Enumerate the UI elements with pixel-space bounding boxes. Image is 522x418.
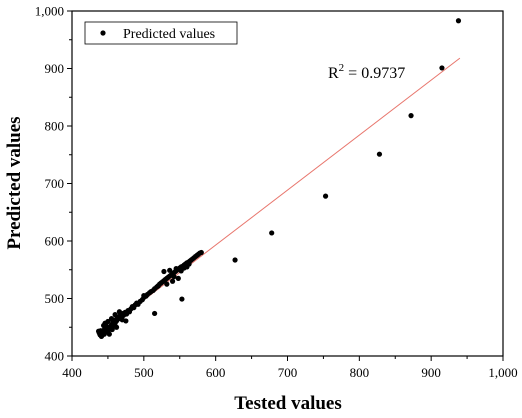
- y-tick-label: 1,000: [35, 4, 64, 19]
- data-point: [322, 193, 329, 199]
- data-point: [109, 326, 115, 333]
- data-point: [376, 151, 383, 157]
- x-tick-label: 700: [278, 365, 298, 380]
- x-tick-label: 1,000: [488, 365, 517, 380]
- data-point: [198, 249, 204, 256]
- data-point: [98, 333, 105, 340]
- data-point: [167, 267, 173, 273]
- y-tick-label: 600: [45, 234, 65, 249]
- x-tick-label: 400: [62, 365, 82, 380]
- data-point: [455, 18, 462, 24]
- y-tick-label: 900: [45, 61, 65, 76]
- data-point: [113, 324, 120, 330]
- data-point: [439, 65, 445, 71]
- data-point: [175, 275, 181, 281]
- data-point: [173, 266, 179, 272]
- x-tick-label: 800: [350, 365, 370, 380]
- data-point: [232, 257, 238, 263]
- data-point: [106, 331, 112, 337]
- data-point: [141, 293, 147, 299]
- data-point: [408, 113, 414, 119]
- y-tick-label: 700: [45, 176, 65, 191]
- y-tick-label: 400: [45, 349, 65, 364]
- data-point: [108, 316, 115, 322]
- y-tick-label: 800: [45, 119, 65, 134]
- legend-box: [84, 21, 238, 45]
- data-point: [269, 230, 275, 236]
- y-tick-label: 500: [45, 291, 65, 306]
- data-point: [103, 323, 110, 329]
- x-axis-title: Tested values: [234, 393, 342, 414]
- data-point: [171, 274, 177, 280]
- data-point: [105, 318, 111, 325]
- x-axis-ticks: 400 500 600 700 800 900 1,000: [62, 356, 518, 380]
- data-point: [152, 310, 158, 317]
- y-axis-ticks: 400 500 600 700 800 900 1,000: [35, 4, 72, 364]
- x-tick-label: 900: [421, 365, 441, 380]
- data-point: [186, 261, 192, 267]
- y-axis-title: Predicted values: [4, 116, 25, 249]
- data-point: [179, 296, 185, 302]
- fit-line: [100, 57, 461, 334]
- data-point: [112, 312, 118, 318]
- x-tick-label: 600: [206, 365, 226, 380]
- r-squared-annotation: R2 = 0.9737: [328, 62, 405, 82]
- r-squared-sup: 2: [339, 62, 345, 74]
- r-squared-value: = 0.9737: [344, 65, 405, 82]
- legend: Predicted values: [84, 21, 238, 45]
- data-point: [123, 318, 129, 324]
- data-point: [155, 283, 161, 289]
- data-point: [169, 278, 176, 284]
- data-points: [95, 18, 462, 340]
- r-squared-base: R: [328, 65, 339, 82]
- legend-marker: [100, 30, 106, 36]
- legend-label: Predicted values: [123, 27, 215, 42]
- x-tick-label: 500: [134, 365, 154, 380]
- data-point: [164, 281, 170, 287]
- data-point: [116, 309, 123, 315]
- data-point: [161, 268, 167, 275]
